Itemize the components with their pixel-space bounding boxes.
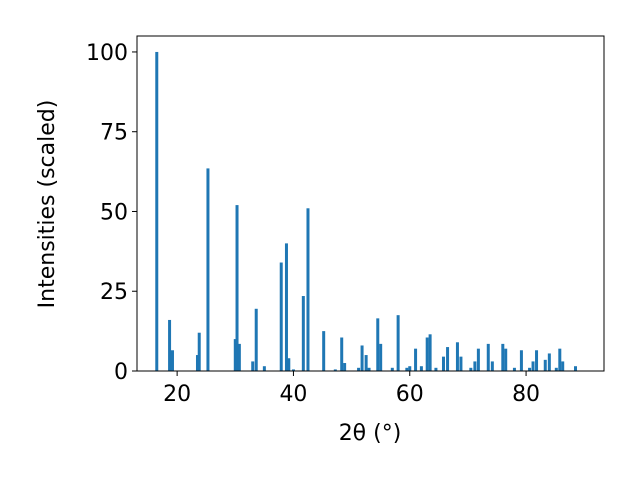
bar bbox=[535, 350, 539, 371]
bar bbox=[414, 348, 418, 371]
bar bbox=[547, 353, 551, 371]
bar bbox=[441, 356, 445, 371]
bar bbox=[446, 347, 450, 371]
bar bbox=[301, 296, 305, 371]
bar bbox=[287, 358, 291, 371]
bar bbox=[251, 361, 255, 371]
bar bbox=[469, 367, 473, 371]
bar bbox=[528, 367, 532, 371]
bar bbox=[322, 331, 326, 371]
y-tick-label: 75 bbox=[100, 121, 128, 146]
bar bbox=[376, 318, 380, 371]
bar bbox=[343, 363, 347, 371]
bar bbox=[237, 343, 241, 371]
bar bbox=[501, 343, 505, 371]
bar bbox=[425, 337, 429, 371]
bar bbox=[408, 366, 412, 371]
bar bbox=[543, 359, 547, 371]
bar bbox=[531, 361, 535, 371]
x-tick-label: 40 bbox=[279, 382, 307, 407]
bar bbox=[486, 343, 490, 371]
bar bbox=[405, 367, 409, 371]
x-axis-label: 2θ (°) bbox=[339, 421, 402, 446]
bar bbox=[155, 51, 159, 371]
bar bbox=[473, 361, 477, 371]
bar bbox=[504, 348, 508, 371]
x-tick-label: 20 bbox=[163, 382, 191, 407]
bar bbox=[284, 243, 288, 371]
bar bbox=[233, 339, 237, 371]
bar bbox=[476, 348, 480, 371]
y-tick-label: 0 bbox=[114, 360, 128, 385]
bar bbox=[419, 366, 423, 371]
bar bbox=[428, 334, 432, 371]
bar bbox=[574, 366, 578, 371]
plot-frame bbox=[136, 35, 605, 372]
y-tick-label: 100 bbox=[86, 41, 128, 66]
bar bbox=[490, 361, 494, 371]
bar bbox=[364, 355, 368, 371]
bar bbox=[357, 367, 361, 371]
bar bbox=[459, 356, 463, 371]
bar bbox=[554, 367, 558, 371]
bar bbox=[206, 168, 210, 371]
bar bbox=[168, 319, 172, 371]
bar bbox=[254, 308, 258, 371]
bar bbox=[197, 332, 201, 371]
bar bbox=[340, 337, 344, 371]
bar bbox=[291, 369, 295, 371]
bar bbox=[170, 350, 174, 371]
bar bbox=[235, 205, 239, 371]
bar bbox=[367, 367, 371, 371]
bar bbox=[396, 315, 400, 371]
bar bbox=[279, 262, 283, 371]
bar bbox=[390, 367, 394, 371]
bar bbox=[558, 348, 562, 371]
bar bbox=[333, 369, 337, 371]
y-axis-label: Intensities (scaled) bbox=[35, 100, 60, 309]
bar bbox=[434, 367, 438, 371]
bar bbox=[519, 350, 523, 371]
x-tick-label: 80 bbox=[512, 382, 540, 407]
y-tick-label: 50 bbox=[100, 200, 128, 225]
x-tick-label: 60 bbox=[396, 382, 424, 407]
bar bbox=[561, 361, 565, 371]
y-tick-label: 25 bbox=[100, 280, 128, 305]
bar bbox=[379, 343, 383, 371]
bar bbox=[306, 208, 310, 371]
bar bbox=[360, 345, 364, 371]
bar bbox=[455, 342, 459, 371]
bar bbox=[512, 367, 516, 371]
bar bbox=[195, 355, 199, 371]
bar bbox=[262, 366, 266, 371]
